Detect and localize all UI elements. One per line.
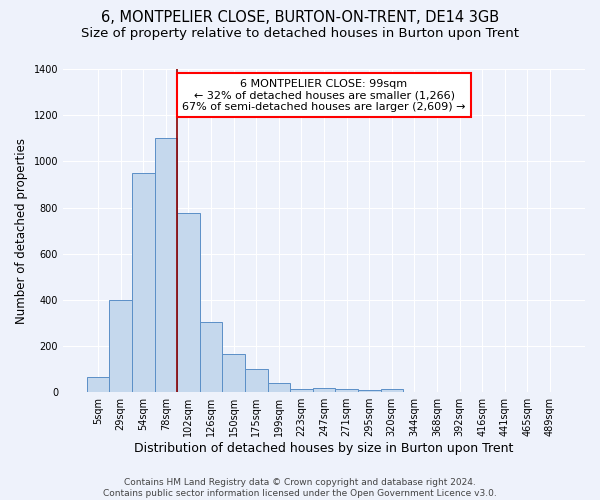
- Bar: [132, 173, 155, 392]
- Y-axis label: Number of detached properties: Number of detached properties: [15, 138, 28, 324]
- Text: 6, MONTPELIER CLOSE, BURTON-ON-TRENT, DE14 3GB: 6, MONTPELIER CLOSE, BURTON-ON-TRENT, DE…: [101, 10, 499, 25]
- Bar: [313, 388, 335, 392]
- Bar: [358, 390, 380, 392]
- Text: 6 MONTPELIER CLOSE: 99sqm
← 32% of detached houses are smaller (1,266)
67% of se: 6 MONTPELIER CLOSE: 99sqm ← 32% of detac…: [182, 78, 466, 112]
- Bar: [268, 383, 290, 392]
- Bar: [380, 388, 403, 392]
- Bar: [245, 369, 268, 392]
- Bar: [290, 388, 313, 392]
- Bar: [87, 377, 109, 392]
- Bar: [155, 138, 177, 392]
- Bar: [109, 300, 132, 392]
- X-axis label: Distribution of detached houses by size in Burton upon Trent: Distribution of detached houses by size …: [134, 442, 514, 455]
- Bar: [177, 214, 200, 392]
- Text: Size of property relative to detached houses in Burton upon Trent: Size of property relative to detached ho…: [81, 28, 519, 40]
- Text: Contains HM Land Registry data © Crown copyright and database right 2024.
Contai: Contains HM Land Registry data © Crown c…: [103, 478, 497, 498]
- Bar: [335, 388, 358, 392]
- Bar: [200, 322, 223, 392]
- Bar: [223, 354, 245, 392]
